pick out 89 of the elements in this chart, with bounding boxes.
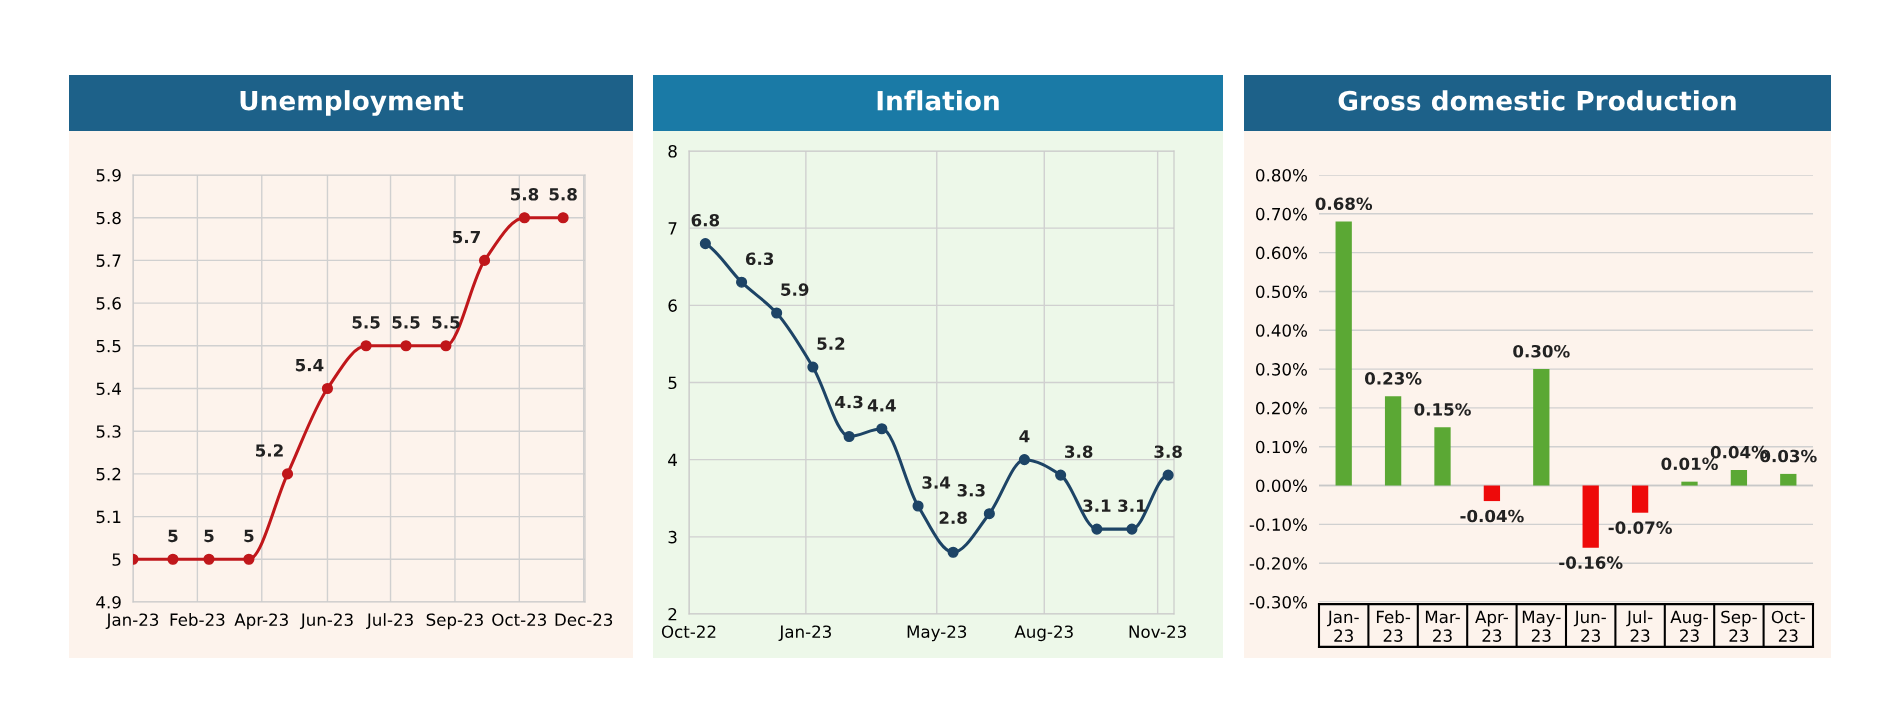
data-label: 2.8 [939,511,967,525]
x-tick-label: Jun-23 [1573,610,1606,642]
x-tick-label: Aug-23 [1014,625,1073,642]
data-label: -0.07% [1608,521,1672,534]
data-label: 3.8 [1154,445,1182,458]
data-label: 3.4 [922,476,951,489]
x-tick-label: Apr-23 [234,613,288,630]
y-tick-label: 0.00% [1256,479,1307,493]
data-label: 3.8 [1065,445,1093,458]
y-tick-label: 0.20% [1256,401,1307,415]
y-tick-label: 4 [668,453,677,466]
x-tick-label: Feb-23 [170,613,225,627]
data-label: 4.4 [867,399,896,412]
data-label: 3.3 [957,483,985,497]
x-tick-label: Dec-23 [555,613,613,627]
x-tick-label: Sep-23 [1721,610,1757,642]
x-tick-label: Nov-23 [1129,625,1186,639]
x-tick-label: Oct-23 [492,613,547,627]
y-tick-label: 5 [668,376,677,390]
y-tick-label: 5.6 [96,297,121,310]
data-label: 5.8 [549,187,577,201]
data-label: 0.15% [1414,403,1471,416]
y-tick-label: -0.10% [1249,518,1307,531]
x-tick-label: Jan-23 [105,613,159,630]
y-tick-label: 5.5 [96,339,121,353]
y-tick-label: 5.1 [96,510,121,524]
x-tick-label: Jul-23 [366,613,413,630]
data-label: 5 [204,529,214,543]
y-tick-label: 0.60% [1256,246,1307,260]
x-tick-label: Sep-23 [426,613,483,630]
data-label: 5.5 [392,316,420,329]
x-tick-label: May-23 [907,625,967,642]
x-tick-label: Feb-23 [1376,610,1411,642]
data-label: 0.01% [1661,457,1718,471]
y-tick-label: 2 [668,607,677,621]
y-tick-label: 3 [668,530,677,544]
data-label: 4.3 [835,395,863,409]
data-label: -0.04% [1460,509,1524,523]
y-tick-label: 0.10% [1256,440,1307,454]
data-label: 5.9 [781,283,809,296]
x-tick-label: Oct-22 [661,625,716,639]
x-tick-label: Apr-23 [1475,610,1508,642]
data-label: 6.3 [745,252,774,266]
y-tick-label: 5.9 [96,168,121,182]
data-label: 5.7 [453,230,480,244]
x-tick-label: Aug-23 [1670,610,1708,642]
data-label: 5.2 [256,444,283,457]
data-label: 5 [168,529,178,543]
y-tick-label: 5.2 [96,467,121,481]
data-label: 0.68% [1315,197,1373,211]
chart-title: Gross domestic Production [1338,90,1736,111]
data-label: 3.1 [1083,499,1111,512]
y-tick-label: 0.30% [1256,363,1307,376]
y-tick-label: -0.30% [1249,595,1307,609]
x-tick-label: Jan-23 [778,625,831,642]
chart-title: Inflation [877,90,999,111]
data-label: 6.8 [691,213,720,227]
y-tick-label: 5.3 [96,425,121,438]
y-tick-label: 0.50% [1256,285,1307,299]
y-tick-label: -0.20% [1249,557,1307,570]
data-label: 5.2 [817,337,845,350]
y-tick-label: 0.40% [1256,324,1307,337]
y-tick-label: 6 [668,299,677,312]
chart-title: Unemployment [240,90,464,116]
y-tick-label: 5.8 [96,211,121,225]
data-label: 0.23% [1364,372,1422,385]
data-label: 5.4 [295,358,324,372]
x-tick-label: Jul-23 [1626,610,1653,642]
data-label: 3.1 [1118,499,1146,512]
y-tick-label: 7 [668,222,677,235]
x-tick-label: May-23 [1522,610,1561,642]
x-tick-label: Mar-23 [1425,610,1460,642]
data-label: 4 [1019,430,1030,443]
data-label: 5.8 [511,187,539,201]
data-label: 5.5 [432,316,460,329]
data-label: 5.5 [352,316,380,329]
y-tick-label: 0.70% [1256,207,1307,221]
y-tick-label: 8 [668,144,677,158]
y-tick-label: 4.9 [96,595,121,609]
y-tick-label: 0.80% [1256,168,1307,182]
y-tick-label: 5 [112,553,121,566]
x-tick-label: Oct-23 [1771,610,1805,642]
x-tick-label: Jun-23 [299,613,353,630]
x-tick-label: Jan-23 [1326,610,1359,642]
data-label: 5 [244,529,254,543]
y-tick-label: 5.4 [96,382,121,396]
data-label: -0.16% [1559,556,1623,569]
data-label: 0.30% [1513,344,1570,358]
y-tick-label: 5.7 [96,254,121,267]
